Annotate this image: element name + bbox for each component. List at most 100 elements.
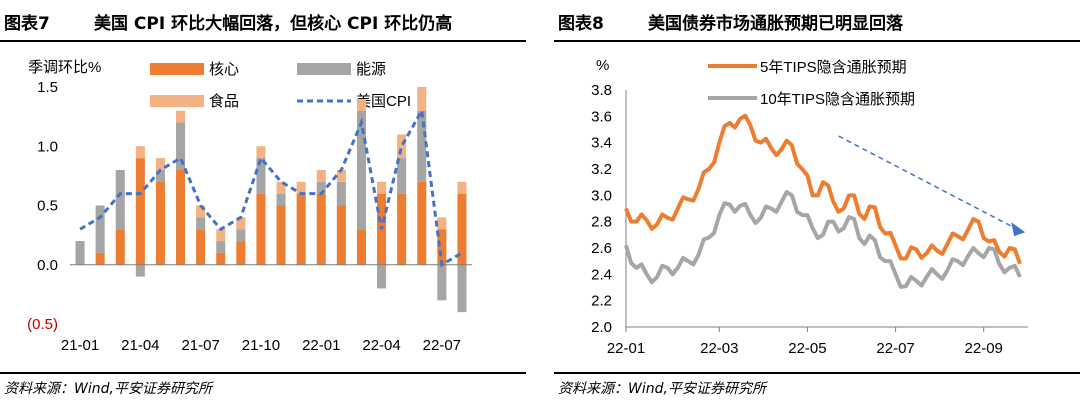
bar-food <box>256 146 266 159</box>
right-y-tick-label: 2.6 <box>591 240 612 257</box>
bar-energy <box>417 110 427 182</box>
bar-food <box>276 181 286 194</box>
bar-energy <box>216 241 226 253</box>
right-y-tick-label: 3.2 <box>591 161 612 178</box>
bar-food <box>236 217 246 230</box>
right-y-tick-label: 2.2 <box>591 293 612 310</box>
legend-swatch-energy <box>297 63 351 75</box>
bar-core <box>437 229 447 265</box>
bar-energy <box>256 158 266 194</box>
bar-energy <box>75 241 85 265</box>
bar-core <box>176 169 186 265</box>
bar-core <box>336 205 346 265</box>
bar-core <box>95 252 105 265</box>
left-legend: 核心 能源 食品 美国CPI <box>150 61 411 110</box>
bar-energy <box>95 205 105 253</box>
legend-swatch-core <box>150 63 204 75</box>
bar-core <box>276 205 286 265</box>
bar-core <box>457 193 467 265</box>
bar-energy <box>236 229 246 242</box>
right-source-bar: 资料来源：Wind,平安证券研究所 <box>554 372 1080 404</box>
bar-food <box>216 229 226 242</box>
right-y-tick-label: 2.4 <box>591 266 612 283</box>
bar-energy <box>176 122 186 170</box>
left-y-tick-label: 0.0 <box>37 257 58 274</box>
right-chart-panel: 图表8 美国债券市场通胀预期已明显回落 % 5年TIPS隐含通胀预期 10年TI… <box>554 0 1080 407</box>
bar-energy <box>155 169 165 182</box>
left-x-tick-label: 22-01 <box>302 337 340 354</box>
left-chart-panel: 图表7 美国 CPI 环比大幅回落，但核心 CPI 环比仍高 季调环比% 核心 … <box>0 0 526 407</box>
right-chart-title-bar: 图表8 美国债券市场通胀预期已明显回落 <box>554 0 1080 42</box>
cpi-mom-chart: 季调环比% 核心 能源 食品 美国CPI (0.5) 0.0 0.5 1.0 1.5 2… <box>27 59 472 354</box>
right-x-tick-label: 22-03 <box>700 340 738 357</box>
left-x-tick-label: 22-04 <box>362 337 400 354</box>
trend-arrow-line <box>838 135 1018 230</box>
left-y-tick-label: (0.5) <box>27 316 58 333</box>
right-y-axis-label: % <box>596 57 609 74</box>
trend-arrow-head <box>1011 222 1026 237</box>
left-x-tick-label: 21-07 <box>181 337 219 354</box>
bar-core <box>216 252 226 265</box>
bar-energy <box>397 158 407 194</box>
bar-energy <box>276 193 286 206</box>
right-y-tick-label: 3.6 <box>591 108 612 125</box>
bar-energy <box>437 264 447 301</box>
legend-label-food: 食品 <box>209 93 239 110</box>
bar-core <box>236 241 246 265</box>
bar-core <box>397 193 407 265</box>
left-y-tick-label: 1.0 <box>37 138 58 155</box>
left-y-axis-label: 季调环比% <box>28 59 101 76</box>
bar-energy <box>457 264 467 313</box>
bar-energy <box>135 264 145 277</box>
left-chart-title-bar: 图表7 美国 CPI 环比大幅回落，但核心 CPI 环比仍高 <box>0 0 526 42</box>
right-x-tick-label: 22-07 <box>876 340 914 357</box>
legend-label-cpi: 美国CPI <box>356 93 411 110</box>
right-y-tick-label: 2.0 <box>591 319 612 336</box>
bar-food <box>397 134 407 159</box>
left-figure-number: 图表7 <box>4 14 50 34</box>
bar-core <box>356 229 366 265</box>
legend-label-10y: 10年TIPS隐含通胀预期 <box>760 91 915 108</box>
bar-energy <box>196 217 206 230</box>
right-x-tick-label: 22-05 <box>788 340 826 357</box>
right-y-tick-label: 2.8 <box>591 214 612 231</box>
left-source-note: 资料来源：Wind,平安证券研究所 <box>4 381 212 397</box>
right-x-tick-label: 22-01 <box>607 340 645 357</box>
bar-food <box>417 87 427 111</box>
bar-core <box>417 181 427 265</box>
bar-food <box>296 181 306 194</box>
bar-food <box>356 98 366 111</box>
left-x-tick-label: 22-07 <box>423 337 461 354</box>
bar-core <box>196 229 206 265</box>
right-x-tick-label: 22-09 <box>965 340 1003 357</box>
left-x-tick-label: 21-04 <box>121 337 159 354</box>
bar-energy <box>336 181 346 206</box>
legend-label-energy: 能源 <box>356 61 386 78</box>
left-chart-title: 美国 CPI 环比大幅回落，但核心 CPI 环比仍高 <box>94 14 453 34</box>
bar-food <box>457 181 467 194</box>
left-source-bar: 资料来源：Wind,平安证券研究所 <box>0 372 526 404</box>
left-x-tick-label: 21-01 <box>61 337 99 354</box>
bar-core <box>256 193 266 265</box>
bar-core <box>135 158 145 265</box>
bar-food <box>437 217 447 230</box>
tips-breakeven-chart: % 5年TIPS隐含通胀预期 10年TIPS隐含通胀预期 2.0 2.2 2.4 2.… <box>591 57 1028 357</box>
bar-core <box>316 193 326 265</box>
right-legend: 5年TIPS隐含通胀预期 10年TIPS隐含通胀预期 <box>708 59 915 108</box>
right-y-tick-label: 3.8 <box>591 82 612 99</box>
legend-swatch-food <box>150 95 204 107</box>
line-core <box>624 113 1022 265</box>
right-source-note: 资料来源：Wind,平安证券研究所 <box>558 381 766 397</box>
bar-food <box>196 205 206 218</box>
left-x-tick-label: 21-10 <box>242 337 280 354</box>
right-chart-title: 美国债券市场通胀预期已明显回落 <box>648 14 903 34</box>
line-gray <box>624 190 1022 289</box>
bar-food <box>336 169 346 182</box>
bar-food <box>135 146 145 159</box>
bar-energy <box>356 110 366 230</box>
left-y-tick-label: 0.5 <box>37 198 58 215</box>
cpi-line <box>79 106 463 268</box>
bar-energy <box>377 264 387 289</box>
bar-food <box>176 110 186 123</box>
bar-food <box>155 158 165 170</box>
